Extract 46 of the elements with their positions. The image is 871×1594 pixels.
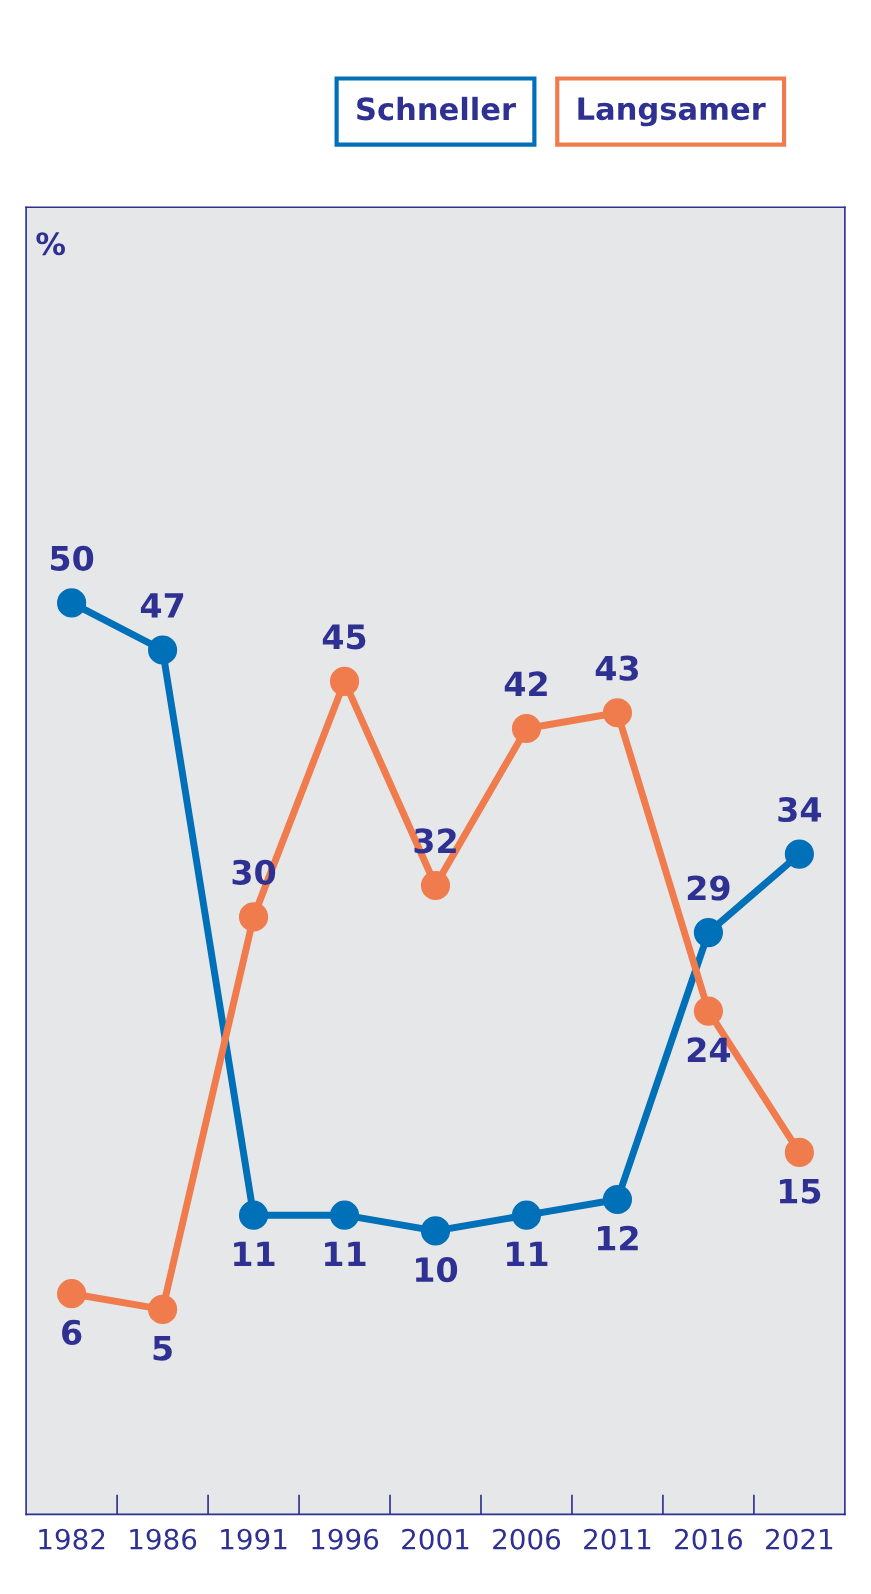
- data-label: 45: [322, 624, 366, 650]
- data-label: 11: [234, 1241, 275, 1267]
- point: [602, 698, 633, 728]
- data-label: 12: [598, 1225, 638, 1251]
- x-tick-label: 2011: [584, 1528, 651, 1550]
- point: [420, 870, 451, 901]
- data-label: 29: [687, 875, 730, 901]
- point: [238, 902, 269, 932]
- point: [57, 1279, 87, 1309]
- point: [329, 666, 360, 696]
- point: [329, 1200, 360, 1230]
- point: [148, 635, 178, 665]
- data-label: 11: [325, 1241, 366, 1267]
- point: [238, 1200, 269, 1230]
- data-label: 5: [153, 1335, 172, 1361]
- data-label: 11: [507, 1241, 548, 1267]
- data-label: 6: [62, 1319, 82, 1346]
- data-label: 24: [687, 1037, 731, 1062]
- x-tick-label: 2021: [766, 1528, 833, 1550]
- x-tick-label: 1996: [312, 1528, 379, 1550]
- point: [148, 1294, 178, 1324]
- x-tick-label: 1986: [130, 1528, 197, 1550]
- point: [693, 996, 723, 1026]
- point: [602, 1184, 633, 1215]
- data-label: 50: [51, 545, 94, 571]
- x-tick-label: 2016: [675, 1528, 743, 1550]
- point: [693, 918, 723, 948]
- x-tick-label: 1991: [221, 1528, 287, 1550]
- text: Schneller: [357, 96, 516, 121]
- x-tick-label: 2006: [493, 1528, 561, 1550]
- point: [511, 713, 542, 744]
- point: [784, 1137, 814, 1167]
- data-label: 34: [778, 796, 822, 823]
- data-label: 15: [779, 1178, 821, 1204]
- x-tick-label: 2001: [402, 1528, 469, 1550]
- data-label: 47: [140, 593, 184, 618]
- x-tick-label: 1982: [39, 1528, 105, 1550]
- data-label: 10: [416, 1257, 458, 1283]
- text: Langsamer: [578, 97, 766, 127]
- text: %: [36, 232, 66, 256]
- data-label: 43: [595, 655, 638, 681]
- point: [420, 1216, 451, 1246]
- point: [57, 588, 87, 618]
- point: [784, 839, 814, 869]
- point: [511, 1200, 542, 1230]
- data-label: 42: [504, 671, 547, 697]
